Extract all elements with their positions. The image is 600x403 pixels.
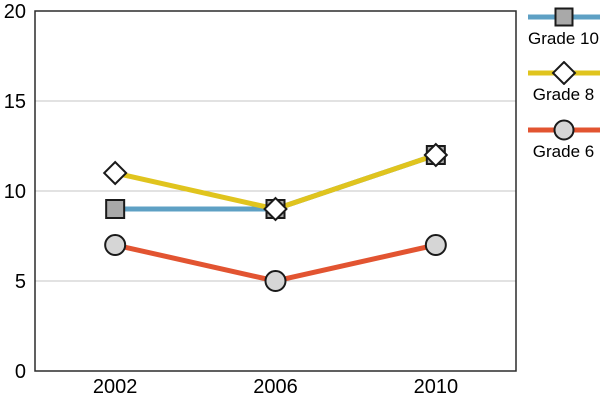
square-marker-grade-10-2002	[105, 199, 126, 219]
square-marker-icon	[554, 7, 573, 27]
legend-label-grade-6: Grade 6	[532, 142, 595, 161]
x-tick-label-2002: 2002	[93, 376, 138, 398]
legend-item-grade-8: Grade 8	[527, 61, 600, 103]
diamond-marker-icon	[551, 61, 576, 85]
y-tick-label-10: 10	[4, 181, 26, 203]
legend-label-grade-8: Grade 8	[532, 85, 595, 104]
diamond-marker-grade-8-2010	[423, 142, 449, 168]
grade-8-line-swatch	[527, 61, 600, 85]
circle-marker-grade-6-2010	[424, 234, 447, 256]
circle-marker-icon	[553, 119, 574, 141]
legend-item-grade-10: Grade 10	[527, 5, 600, 47]
plot-border	[34, 10, 517, 372]
x-tick-label-2006: 2006	[253, 376, 298, 398]
legend-label-grade-10: Grade 10	[528, 29, 599, 48]
grade-10-line-swatch	[527, 7, 600, 27]
x-tick-label-2010: 2010	[414, 376, 459, 398]
chart-legend: Grade 10 Grade 8 Grade 6	[527, 0, 600, 180]
y-tick-label-15: 15	[4, 91, 26, 113]
circle-marker-grade-6-2002	[104, 234, 127, 256]
y-tick-label-0: 0	[15, 361, 26, 383]
y-tick-label-20: 20	[4, 1, 26, 23]
y-tick-label-5: 5	[15, 271, 26, 293]
diamond-marker-grade-8-2002	[102, 160, 128, 186]
grade-6-line-swatch	[527, 119, 600, 141]
legend-item-grade-6: Grade 6	[527, 118, 600, 160]
circle-marker-grade-6-2006	[264, 270, 287, 292]
diamond-marker-grade-8-2006	[263, 196, 288, 222]
